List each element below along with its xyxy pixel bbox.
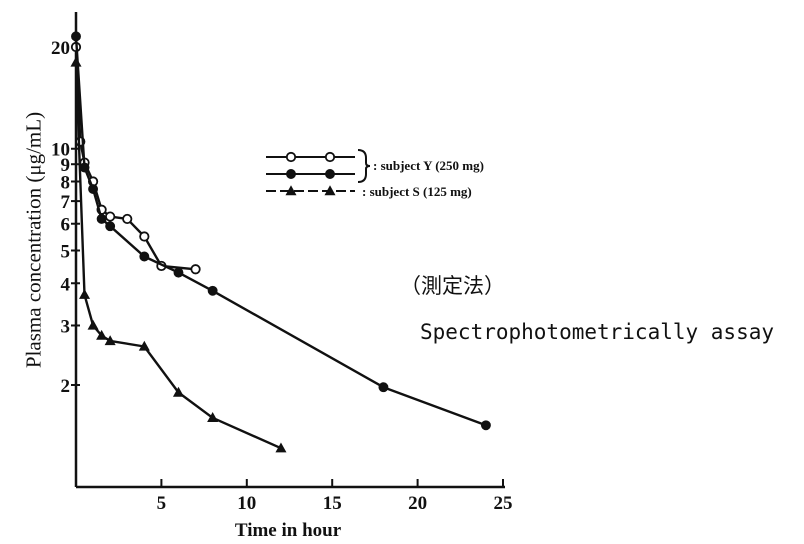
- x-tick-label: 25: [494, 493, 513, 514]
- legend-marker: [325, 169, 335, 179]
- data-point: [139, 251, 150, 262]
- data-point: [480, 420, 491, 431]
- data-point: [122, 213, 133, 225]
- y-tick-label: 8: [61, 173, 71, 194]
- data-point: [104, 335, 116, 346]
- series-3: [70, 56, 287, 453]
- y-tick-label: 3: [61, 316, 71, 337]
- data-point: [172, 386, 184, 397]
- data-point: [105, 221, 116, 232]
- y-tick-label: 9: [61, 155, 71, 176]
- x-tick-label: 15: [323, 493, 342, 514]
- data-point: [138, 340, 150, 351]
- data-point: [173, 267, 184, 278]
- data-point: [96, 329, 108, 340]
- legend-entry: [266, 151, 355, 163]
- data-point: [207, 412, 219, 422]
- x-tick-label: 10: [237, 493, 256, 514]
- legend-label: : subject S (125 mg): [362, 184, 472, 199]
- legend-bracket-label: : subject Y (250 mg): [373, 158, 484, 173]
- x-tick-label: 20: [408, 493, 427, 514]
- data-point: [79, 162, 90, 173]
- data-point: [139, 231, 150, 242]
- series-line: [74, 36, 487, 427]
- y-tick-label: 4: [61, 274, 71, 295]
- series-line: [74, 46, 196, 271]
- data-point: [96, 213, 107, 224]
- legend-marker: [324, 151, 336, 163]
- data-point: [87, 319, 99, 330]
- data-point: [88, 184, 99, 194]
- legend-marker: [285, 151, 297, 163]
- data-point: [70, 56, 82, 67]
- data-point: [71, 31, 81, 42]
- legend-marker: [286, 169, 296, 179]
- series-1: [70, 41, 201, 275]
- method-label: （測定法）: [400, 274, 505, 298]
- data-point: [105, 211, 116, 222]
- y-tick-label: 7: [61, 192, 71, 213]
- legend: : subject S (125 mg) : subject Y (250 mg): [266, 149, 484, 199]
- data-point: [275, 442, 287, 453]
- assay-note: Spectrophotometrically assay: [420, 320, 775, 344]
- y-tick-label: 20: [51, 38, 70, 59]
- series-layer: [70, 31, 491, 453]
- legend-bracket: [357, 149, 371, 183]
- axes: [74, 12, 505, 489]
- y-axis-label: Plasma concentration (μg/mL): [21, 111, 46, 369]
- y-tick-label: 2: [61, 376, 71, 397]
- legend-marker: [324, 185, 336, 196]
- data-point: [190, 264, 201, 275]
- data-point: [378, 382, 389, 393]
- y-tick-label: 6: [61, 215, 71, 236]
- x-axis-label: Time in hour: [234, 520, 342, 541]
- legend-entry: : subject S (125 mg): [266, 184, 472, 199]
- y-tick-label: 10: [51, 140, 70, 161]
- data-point: [207, 285, 218, 296]
- series-2: [71, 31, 491, 431]
- x-tick-label: 5: [157, 493, 167, 514]
- data-point: [79, 288, 91, 299]
- legend-entry: [266, 169, 355, 179]
- legend-marker: [285, 185, 297, 196]
- y-tick-label: 5: [61, 241, 71, 262]
